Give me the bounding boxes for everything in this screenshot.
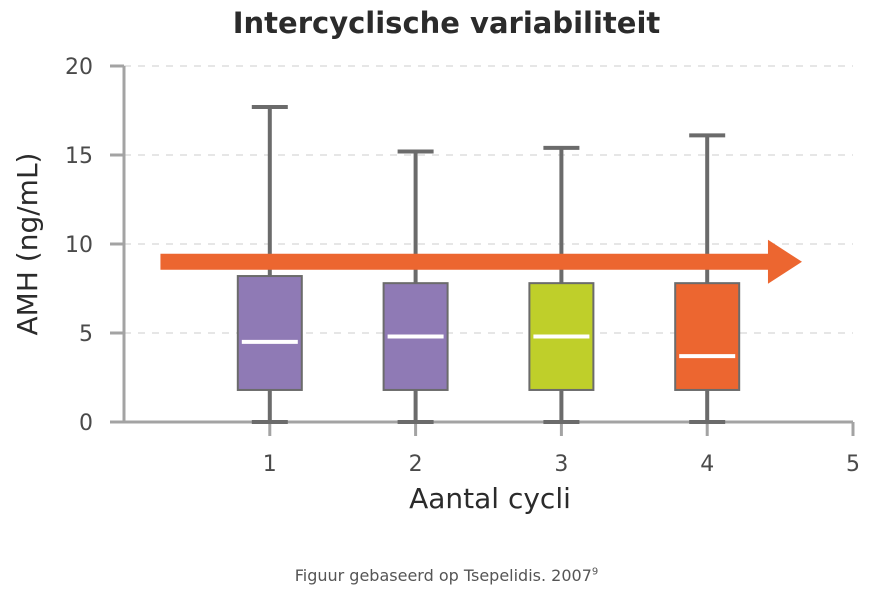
x-tick-label: 1	[263, 452, 277, 477]
box-plot	[528, 145, 595, 424]
trend-arrow	[160, 239, 802, 284]
box	[674, 282, 741, 391]
x-tick-label: 5	[846, 452, 860, 477]
caption-text: Figuur gebaseerd op Tsepelidis. 2007	[294, 566, 592, 585]
y-tick-label: 0	[79, 411, 93, 436]
x-axis-title: Aantal cycli	[409, 482, 571, 515]
chart-title: Intercyclische variabiliteit	[232, 6, 661, 40]
grid-lines	[124, 65, 853, 334]
boxes	[236, 104, 741, 424]
box-plot	[674, 133, 741, 424]
axes	[110, 64, 855, 436]
trend-arrow-shape	[160, 239, 802, 284]
axis-labels: 0 5 10 15 20 1 2 3 4 5 Aantal cycli AMH (ng/mL)	[11, 55, 860, 515]
caption-ref: 9	[591, 566, 599, 578]
y-tick-label: 20	[65, 55, 93, 80]
y-tick-label: 5	[79, 322, 93, 347]
x-tick-label: 4	[700, 452, 714, 477]
x-tick-label: 3	[554, 452, 568, 477]
y-tick-label: 15	[65, 144, 93, 169]
x-tick-label: 2	[409, 452, 423, 477]
y-axis-title: AMH (ng/mL)	[11, 153, 44, 336]
y-tick-label: 10	[65, 233, 93, 258]
box-plot	[382, 149, 449, 424]
box	[236, 275, 303, 391]
figure-caption: Figuur gebaseerd op Tsepelidis. 20079	[0, 566, 893, 585]
